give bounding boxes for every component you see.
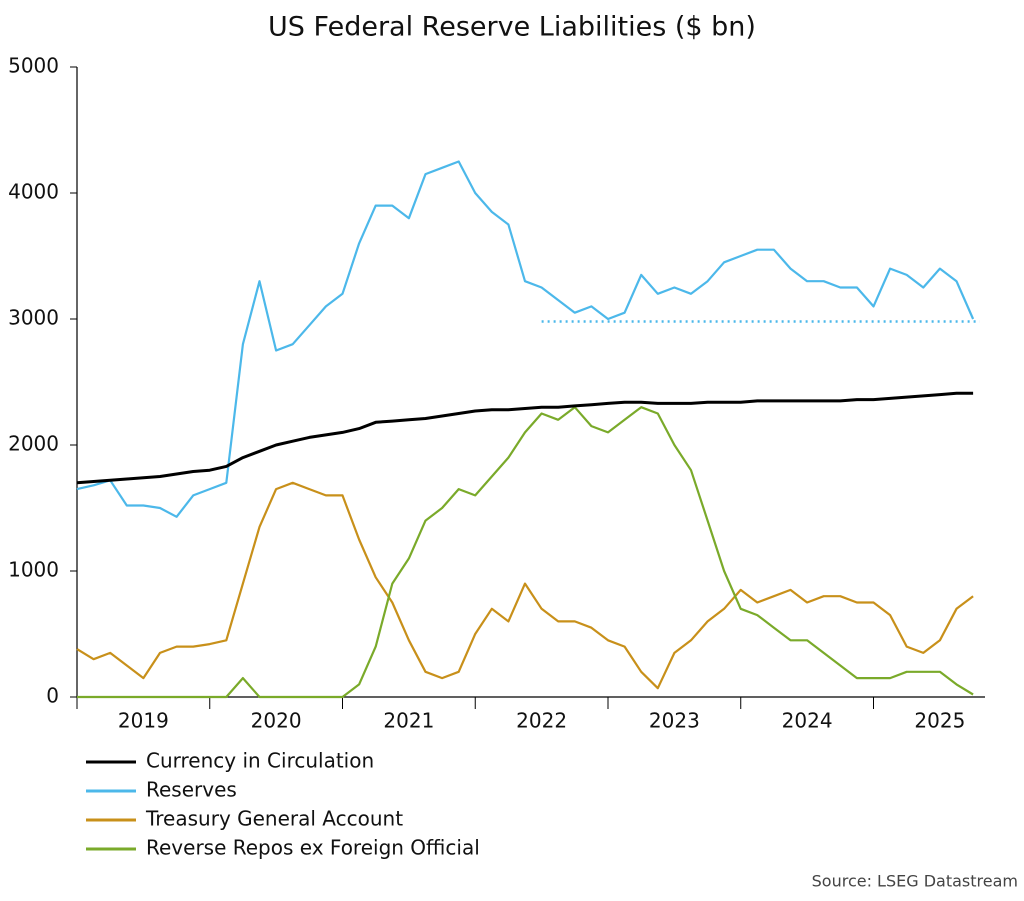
x-tick-label: 2020 [251, 709, 302, 733]
y-tick-label: 4000 [8, 180, 59, 204]
x-tick-label: 2023 [649, 709, 700, 733]
legend-label: Treasury General Account [145, 807, 403, 831]
source-note: Source: LSEG Datastream [812, 872, 1018, 891]
series-line [76, 160, 975, 518]
chart-title: US Federal Reserve Liabilities ($ bn) [268, 12, 756, 43]
y-tick-label: 2000 [8, 432, 59, 456]
legend-label: Reserves [146, 778, 237, 802]
series-line [77, 406, 974, 699]
x-tick-label: 2021 [383, 709, 434, 733]
x-tick-label: 2019 [118, 709, 169, 733]
series-line [76, 481, 974, 690]
y-tick-label: 0 [46, 684, 59, 708]
legend-label: Currency in Circulation [146, 749, 374, 773]
series-line [76, 391, 974, 485]
x-tick-label: 2024 [782, 709, 833, 733]
x-tick-label: 2022 [516, 709, 567, 733]
y-tick-label: 5000 [8, 54, 59, 78]
y-tick-label: 1000 [8, 558, 59, 582]
legend-label: Reverse Repos ex Foreign Official [146, 836, 480, 860]
y-tick-label: 3000 [8, 306, 59, 330]
x-tick-label: 2025 [914, 709, 965, 733]
